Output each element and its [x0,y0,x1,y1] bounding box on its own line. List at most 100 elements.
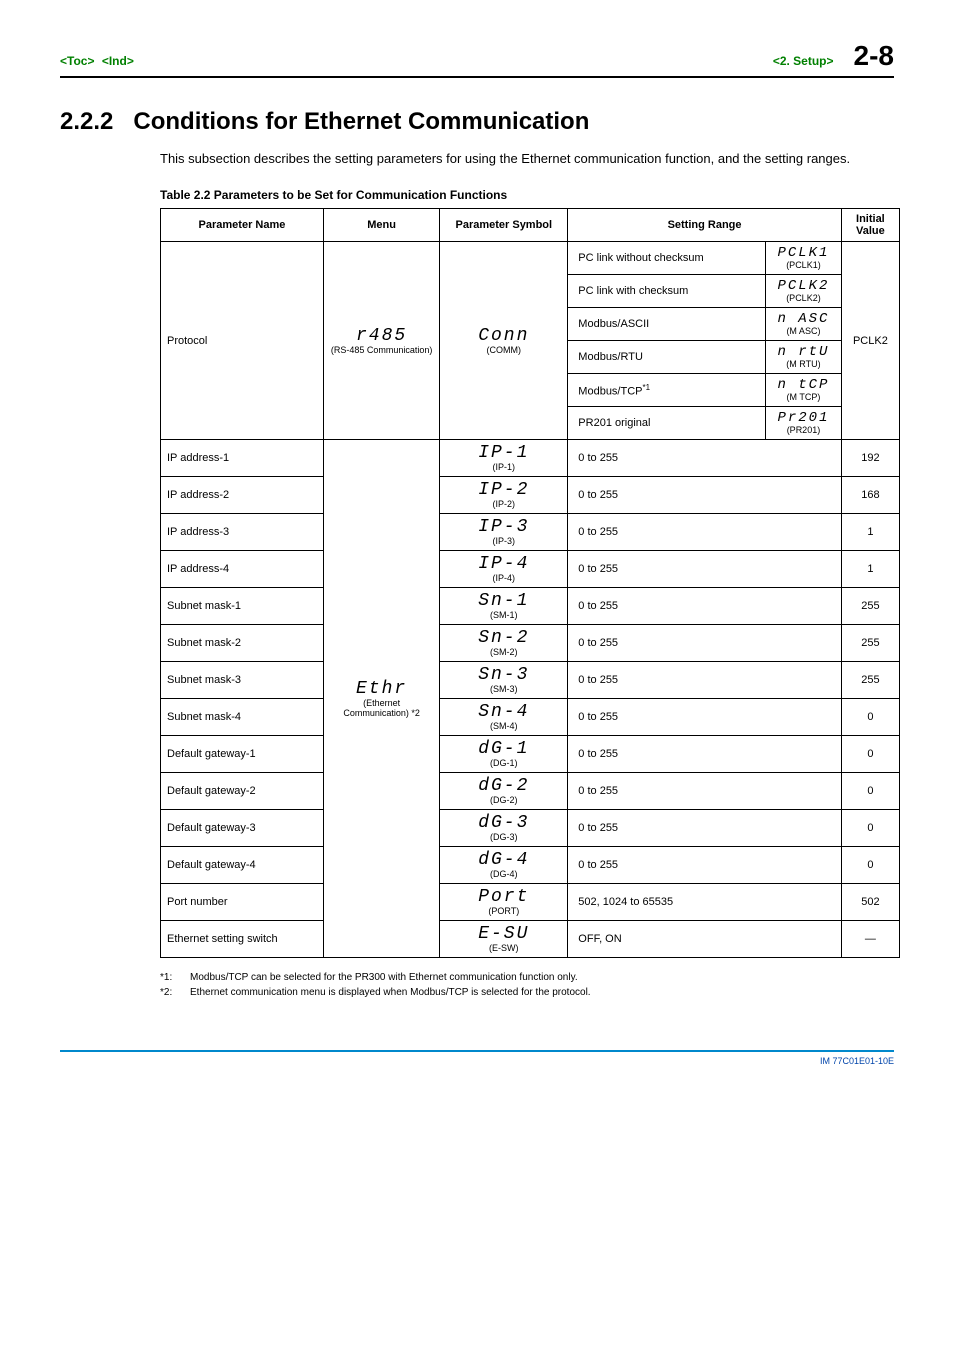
param-name: Default gateway-3 [161,810,324,847]
setting-label: Modbus/TCP*1 [568,374,766,407]
table-header-row: Parameter Name Menu Parameter Symbol Set… [161,209,900,242]
param-name: Default gateway-2 [161,773,324,810]
param-name: Subnet mask-2 [161,625,324,662]
setting-seg: n tCP(M TCP) [766,374,842,407]
setting-label: PR201 original [568,407,766,440]
footnote: *2:Ethernet communication menu is displa… [160,985,894,1000]
table-row: Default gateway-4dG-4(DG-4)0 to 2550 [161,847,900,884]
symbol-cell: Sn-4(SM-4) [440,699,568,736]
symbol-cell: Sn-2(SM-2) [440,625,568,662]
page-header: <Toc> <Ind> <2. Setup> 2-8 [60,40,894,78]
initial-value: 192 [841,440,899,477]
setting-seg: PCLK2(PCLK2) [766,275,842,308]
chapter-label: <2. Setup> [773,54,834,68]
setting-label: PC link with checksum [568,275,766,308]
initial-value: 255 [841,662,899,699]
initial-value: 1 [841,551,899,588]
footnote: *1:Modbus/TCP can be selected for the PR… [160,970,894,985]
table-row: Default gateway-1dG-1(DG-1)0 to 2550 [161,736,900,773]
symbol-cell: dG-1(DG-1) [440,736,568,773]
footnotes: *1:Modbus/TCP can be selected for the PR… [160,970,894,1000]
table-caption: Table 2.2 Parameters to be Set for Commu… [160,188,894,202]
table-row: Port number Port(PORT)502, 1024 to 655355… [161,884,900,921]
initial-value: 255 [841,588,899,625]
symbol-cell: IP-1(IP-1) [440,440,568,477]
setting-range: 0 to 255 [568,625,841,662]
symbol-cell: dG-2(DG-2) [440,773,568,810]
setting-range: 0 to 255 [568,440,841,477]
symbol-cell: IP-2(IP-2) [440,477,568,514]
table-row: Subnet mask-2 Sn-2(SM-2)0 to 255255 [161,625,900,662]
setting-range: 0 to 255 [568,847,841,884]
setting-seg: PCLK1(PCLK1) [766,242,842,275]
setting-range: 0 to 255 [568,699,841,736]
param-name: IP address-2 [161,477,324,514]
setting-range: 0 to 255 [568,551,841,588]
initial-value: 0 [841,810,899,847]
symbol-cell: Sn-1(SM-1) [440,588,568,625]
initial-value: 255 [841,625,899,662]
section-heading: 2.2.2 Conditions for Ethernet Communicati… [60,108,894,136]
initial-value: 1 [841,514,899,551]
initial-value: 502 [841,884,899,921]
table-row: IP address-4 IP-4(IP-4)0 to 2551 [161,551,900,588]
table-row: Default gateway-3 dG-3(DG-3)0 to 2550 [161,810,900,847]
setting-range: 0 to 255 [568,773,841,810]
param-name: IP address-4 [161,551,324,588]
setting-range: 0 to 255 [568,736,841,773]
symbol-cell: IP-4(IP-4) [440,551,568,588]
param-name: IP address-3 [161,514,324,551]
setting-range: 0 to 255 [568,810,841,847]
symbol-cell: E-SU(E-SW) [440,921,568,958]
symbol-cell: Port(PORT) [440,884,568,921]
setting-label: Modbus/RTU [568,341,766,374]
page-footer: IM 77C01E01-10E [60,1050,894,1066]
initial-value: 168 [841,477,899,514]
setting-range: OFF, ON [568,921,841,958]
param-name: Protocol [161,242,324,440]
initial-value: 0 [841,699,899,736]
section-title: Conditions for Ethernet Communication [133,108,589,135]
section-intro: This subsection describes the setting pa… [160,150,894,168]
table-row: Default gateway-2 dG-2(DG-2)0 to 2550 [161,773,900,810]
header-nav: <Toc> <Ind> [60,54,138,68]
table-row: IP address-2 IP-2(IP-2)0 to 255168 [161,477,900,514]
initial-value: 0 [841,736,899,773]
initial-value: — [841,921,899,958]
setting-label: PC link without checksum [568,242,766,275]
ind-link[interactable]: <Ind> [102,54,134,68]
col-range: Setting Range [568,209,841,242]
symbol-cell: Conn(COMM) [440,242,568,440]
col-initial: Initial Value [841,209,899,242]
param-name: Subnet mask-1 [161,588,324,625]
setting-label: Modbus/ASCII [568,308,766,341]
initial-value: 0 [841,847,899,884]
setting-seg: n rtU(M RTU) [766,341,842,374]
col-param-name: Parameter Name [161,209,324,242]
table-row: Ethernet setting switch E-SU(E-SW)OFF, ON… [161,921,900,958]
symbol-cell: Sn-3(SM-3) [440,662,568,699]
page-number: 2-8 [854,40,894,72]
toc-link[interactable]: <Toc> [60,54,94,68]
symbol-cell: IP-3(IP-3) [440,514,568,551]
header-right: <2. Setup> 2-8 [773,40,894,72]
param-name: Port number [161,884,324,921]
param-name: Ethernet setting switch [161,921,324,958]
table-row: Subnet mask-4Sn-4(SM-4)0 to 2550 [161,699,900,736]
col-symbol: Parameter Symbol [440,209,568,242]
parameters-table: Parameter Name Menu Parameter Symbol Set… [160,208,900,958]
initial-value: PCLK2 [841,242,899,440]
setting-range: 502, 1024 to 65535 [568,884,841,921]
section-number: 2.2.2 [60,108,113,136]
table-row: Protocolr485(RS-485 Communication)Conn(C… [161,242,900,275]
param-name: IP address-1 [161,440,324,477]
param-name: Subnet mask-3 [161,662,324,699]
table-row: Subnet mask-1Sn-1(SM-1)0 to 255255 [161,588,900,625]
setting-range: 0 to 255 [568,662,841,699]
setting-range: 0 to 255 [568,477,841,514]
symbol-cell: dG-3(DG-3) [440,810,568,847]
initial-value: 0 [841,773,899,810]
table-row: Subnet mask-3 Sn-3(SM-3)0 to 255255 [161,662,900,699]
col-menu: Menu [323,209,439,242]
table-row: IP address-1Ethr(Ethernet Communication)… [161,440,900,477]
